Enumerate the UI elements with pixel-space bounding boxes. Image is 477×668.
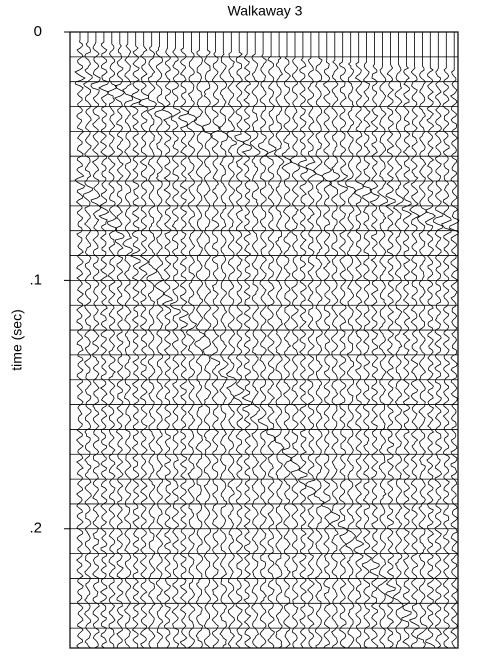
seismic-trace [186, 32, 198, 649]
seismic-trace [257, 32, 269, 649]
seismic-trace [194, 32, 205, 649]
seismic-trace [234, 32, 245, 649]
seismic-trace [202, 32, 213, 649]
seismic-trace [217, 32, 229, 648]
seismic-trace [289, 32, 301, 649]
seismic-trace [361, 32, 373, 649]
seismic-trace [154, 32, 166, 649]
seismic-trace [401, 32, 412, 648]
seismic-trace [161, 32, 174, 649]
seismic-trace [241, 32, 253, 649]
seismic-trace [377, 32, 388, 649]
seismic-trace [273, 32, 285, 649]
seismic-trace [305, 32, 317, 649]
seismic-trace [146, 32, 158, 649]
seismic-trace [249, 32, 261, 649]
seismic-trace [329, 32, 341, 649]
seismic-trace [170, 32, 181, 649]
y-axis-label: time (sec) [9, 309, 25, 370]
seismic-trace [178, 32, 190, 649]
plot-frame [69, 31, 459, 649]
seismic-trace [129, 32, 142, 649]
seismic-trace [114, 32, 125, 649]
seismic-trace [345, 32, 357, 649]
seismic-trace [82, 32, 94, 649]
y-tick-label: 0 [34, 23, 42, 40]
seismic-trace [297, 32, 309, 649]
seismic-trace [384, 32, 396, 649]
seismic-trace [433, 32, 444, 649]
seismic-trace [448, 32, 460, 649]
seismic-trace [424, 32, 436, 649]
seismic-trace [392, 32, 404, 649]
seismic-trace [408, 32, 421, 649]
seismic-trace [106, 32, 118, 649]
seismic-trace [353, 32, 365, 648]
seismic-trace [90, 32, 102, 649]
seismic-trace [281, 32, 293, 649]
seismic-trace [321, 32, 333, 649]
seismic-trace [138, 32, 150, 649]
seismic-trace [337, 32, 349, 649]
chart-title: Walkaway 3 [228, 3, 303, 19]
seismic-trace [416, 32, 428, 649]
seismic-trace [313, 32, 325, 649]
y-tick-label: .1 [29, 271, 42, 288]
seismic-trace [122, 32, 134, 649]
traces [70, 32, 460, 649]
seismic-trace [210, 32, 221, 649]
seismic-trace [441, 32, 452, 649]
seismic-trace [265, 32, 277, 649]
seismic-trace [225, 32, 237, 649]
seismic-trace [98, 32, 110, 649]
seismic-trace [369, 32, 380, 649]
seismic-trace [74, 32, 86, 649]
y-tick-label: .2 [29, 520, 42, 537]
